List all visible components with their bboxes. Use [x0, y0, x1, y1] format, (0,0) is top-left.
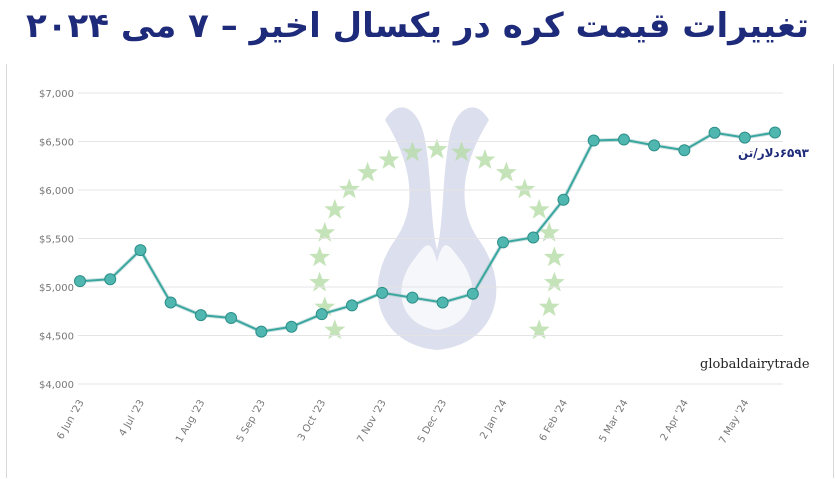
- x-tick-label: 1 Aug '23: [174, 398, 207, 445]
- data-point: [557, 193, 570, 206]
- data-point: [587, 134, 600, 147]
- star-icon: [543, 271, 565, 292]
- last-value-label: ۶۵۹۳دلار/تن: [738, 146, 809, 160]
- data-point: [134, 244, 147, 257]
- data-point: [285, 320, 298, 333]
- data-point: [527, 231, 540, 244]
- data-point: [345, 299, 358, 312]
- star-icon: [378, 149, 400, 169]
- x-tick-label: 3 Oct '23: [296, 398, 328, 443]
- grid-lines: [78, 92, 783, 385]
- y-tick-label: $4,500: [39, 332, 74, 343]
- data-point: [406, 291, 419, 304]
- flame-inner-icon: [401, 245, 473, 330]
- data-point: [708, 126, 721, 139]
- x-tick-label: 5 Sep '23: [235, 398, 268, 444]
- y-tick-label: $4,000: [39, 380, 74, 391]
- data-point: [164, 296, 177, 309]
- data-point: [466, 287, 479, 300]
- x-axis-ticks: 6 Jun '23 4 Jul '23 1 Aug '23 5 Sep '23 3 Oc…: [55, 398, 751, 446]
- data-point: [738, 131, 751, 144]
- star-icon: [357, 161, 379, 182]
- star-icon: [538, 296, 560, 317]
- series-points: [74, 126, 781, 338]
- source-label: globaldairytrade: [700, 357, 810, 372]
- star-icon: [324, 198, 346, 219]
- x-tick-label: 7 Nov '23: [355, 398, 388, 445]
- y-tick-label: $6,500: [39, 138, 74, 149]
- data-point: [648, 139, 661, 152]
- y-tick-label: $5,000: [39, 283, 74, 294]
- data-point: [497, 236, 510, 249]
- x-tick-label: 6 Feb '24: [538, 398, 570, 443]
- data-point: [225, 312, 238, 325]
- x-tick-label: 7 May '24: [717, 398, 751, 446]
- logo-watermark: [309, 107, 565, 351]
- x-tick-label: 5 Dec '23: [416, 398, 449, 445]
- x-tick-label: 6 Jun '23: [55, 398, 86, 441]
- data-point: [678, 144, 691, 157]
- star-icon: [474, 149, 496, 169]
- star-icon: [309, 246, 331, 267]
- data-point: [315, 308, 328, 321]
- y-tick-label: $5,500: [39, 235, 74, 246]
- y-tick-label: $7,000: [39, 89, 74, 100]
- chart-title: تغییرات قیمت کره در یکسال اخیر – ۷ می ۲۰…: [26, 6, 809, 46]
- x-tick-label: 5 Mar '24: [597, 398, 630, 444]
- star-icon: [495, 161, 517, 182]
- star-icon: [402, 141, 423, 162]
- data-point: [255, 325, 268, 338]
- star-icon: [338, 178, 360, 199]
- data-point: [769, 126, 781, 139]
- chart-frame: [6, 64, 834, 478]
- star-icon: [528, 319, 550, 340]
- y-tick-label: $6,000: [39, 186, 74, 197]
- data-point: [617, 133, 630, 146]
- star-icon: [528, 198, 550, 219]
- x-tick-label: 4 Jul '23: [117, 398, 147, 438]
- star-icon: [514, 178, 536, 199]
- x-tick-label: 2 Jan '24: [478, 398, 509, 441]
- star-icon: [426, 138, 448, 159]
- star-icon: [543, 246, 565, 267]
- data-point: [104, 273, 117, 286]
- data-point: [194, 309, 207, 322]
- y-axis-ticks: $4,000 $4,500 $5,000 $5,500 $6,000 $6,500 $7,0…: [39, 89, 74, 391]
- data-point: [436, 296, 449, 309]
- star-icon: [314, 296, 336, 317]
- star-icon: [314, 221, 336, 242]
- star-icon: [324, 319, 346, 340]
- data-point: [74, 275, 86, 288]
- x-tick-label: 2 Apr '24: [659, 398, 691, 443]
- star-icon: [309, 271, 331, 292]
- star-icon: [451, 141, 472, 162]
- star-icon: [538, 221, 560, 242]
- data-point: [376, 286, 389, 299]
